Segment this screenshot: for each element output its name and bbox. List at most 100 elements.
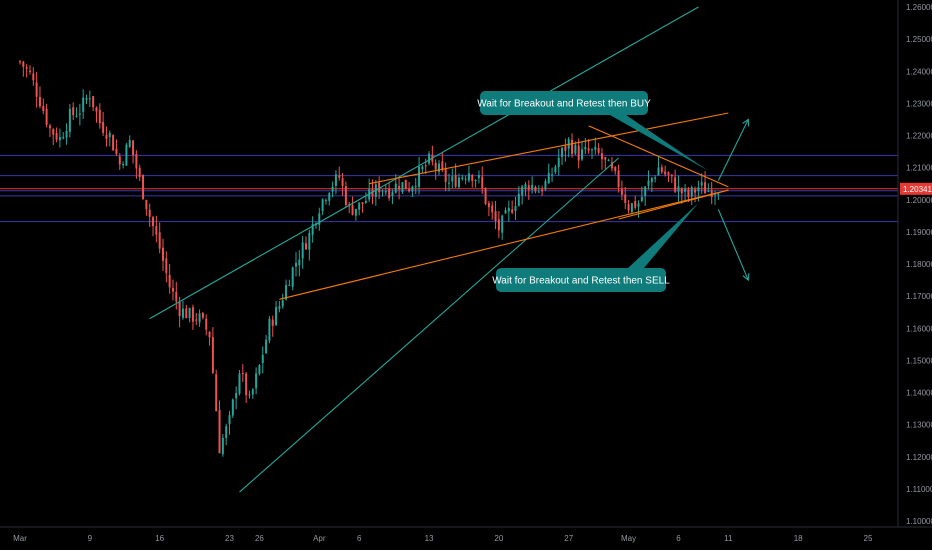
candle-body bbox=[191, 307, 194, 322]
candle-body bbox=[534, 186, 537, 192]
candle-body bbox=[275, 307, 278, 326]
buy-callout-pointer bbox=[610, 115, 709, 171]
candle-body bbox=[640, 196, 643, 202]
candle-body bbox=[328, 193, 331, 201]
candle-body bbox=[697, 187, 700, 192]
x-tick-label: 26 bbox=[255, 534, 264, 543]
candle-body bbox=[278, 306, 281, 309]
candle-body bbox=[614, 167, 617, 172]
candle-body bbox=[547, 172, 550, 184]
y-tick-label: 1.10000 bbox=[906, 517, 932, 526]
candle-body bbox=[590, 149, 593, 151]
sell-arrow bbox=[717, 209, 749, 281]
y-tick-label: 1.25000 bbox=[906, 35, 932, 44]
candle-body bbox=[68, 108, 71, 132]
y-tick-label: 1.15000 bbox=[906, 356, 932, 365]
candle-body bbox=[364, 200, 367, 203]
candle-body bbox=[288, 284, 291, 286]
candle-body bbox=[381, 190, 384, 192]
candle-body bbox=[165, 258, 168, 273]
candle-body bbox=[72, 107, 75, 116]
candle-body bbox=[248, 394, 251, 396]
candle-body bbox=[218, 410, 221, 454]
candle-body bbox=[434, 162, 437, 170]
candle-body bbox=[291, 267, 294, 287]
candle-body bbox=[511, 209, 514, 213]
candle-body bbox=[198, 313, 201, 323]
candle-body bbox=[657, 167, 660, 176]
sell-callout-box bbox=[496, 268, 666, 292]
candle-body bbox=[321, 199, 324, 212]
candle-body bbox=[148, 209, 151, 217]
candle-body bbox=[454, 174, 457, 187]
candle-body bbox=[271, 319, 274, 326]
candle-body bbox=[424, 165, 427, 167]
candle-body bbox=[561, 147, 564, 157]
candle-body bbox=[654, 177, 657, 179]
candle-body bbox=[301, 242, 304, 259]
arrows bbox=[717, 118, 750, 282]
candle-body bbox=[85, 98, 88, 100]
x-axis: Mar 9 16 23 26 Apr 6 13 20 27 May 6 11 18 25 bbox=[0, 526, 932, 543]
candle-body bbox=[501, 215, 504, 233]
candle-body bbox=[52, 129, 55, 135]
candle-body bbox=[338, 175, 341, 178]
candle-body bbox=[361, 202, 364, 204]
candle-body bbox=[477, 175, 480, 178]
candle-body bbox=[627, 204, 630, 211]
candle-body bbox=[587, 148, 590, 151]
candle-body bbox=[610, 162, 613, 169]
candle-body bbox=[22, 61, 25, 67]
candle-body bbox=[717, 193, 720, 195]
y-tick-label: 1.13000 bbox=[906, 421, 932, 430]
candle-body bbox=[371, 189, 374, 197]
buy-arrow bbox=[717, 119, 749, 181]
candle-body bbox=[577, 145, 580, 161]
candle-body bbox=[447, 182, 450, 184]
candle-body bbox=[497, 219, 500, 231]
candle-body bbox=[311, 223, 314, 235]
candle-body bbox=[444, 168, 447, 182]
candle-body bbox=[318, 213, 321, 225]
candle-body bbox=[464, 178, 467, 180]
candle-body bbox=[517, 193, 520, 206]
candle-body bbox=[245, 373, 248, 396]
candle-body bbox=[268, 318, 271, 341]
candle-body bbox=[637, 203, 640, 207]
y-tick-label: 1.19000 bbox=[906, 228, 932, 237]
triangle-lower-line bbox=[618, 189, 729, 220]
candle-body bbox=[28, 70, 31, 72]
candle-body bbox=[617, 170, 620, 188]
candle-body bbox=[175, 291, 178, 302]
buy-arrow-head bbox=[742, 118, 750, 127]
candle-body bbox=[358, 202, 361, 210]
candle-body bbox=[524, 184, 527, 189]
candle-body bbox=[195, 319, 198, 321]
candle-body bbox=[45, 108, 48, 125]
candle-body bbox=[664, 171, 667, 175]
candle-body bbox=[704, 182, 707, 194]
candle-body bbox=[132, 140, 135, 156]
triangle-upper-line bbox=[588, 125, 729, 188]
candle-body bbox=[225, 426, 228, 438]
candle-body bbox=[168, 274, 171, 288]
buy-callout-text: Wait for Breakout and Retest then BUY bbox=[477, 99, 651, 110]
candle-body bbox=[105, 134, 108, 139]
candle-body bbox=[680, 188, 683, 194]
candle-body bbox=[241, 373, 244, 375]
candle-body bbox=[670, 174, 673, 177]
candle-body bbox=[531, 184, 534, 190]
candle-body bbox=[571, 139, 574, 154]
candle-body bbox=[408, 188, 411, 192]
candle-body bbox=[135, 153, 138, 169]
candle-body bbox=[38, 97, 41, 107]
candle-body bbox=[221, 437, 224, 455]
candle-body bbox=[441, 161, 444, 170]
y-tick-label: 1.12000 bbox=[906, 453, 932, 462]
x-tick-label: 18 bbox=[794, 534, 803, 543]
candle-body bbox=[115, 148, 118, 155]
candle-body bbox=[255, 373, 258, 389]
candle-body bbox=[574, 144, 577, 154]
candle-body bbox=[55, 132, 58, 140]
